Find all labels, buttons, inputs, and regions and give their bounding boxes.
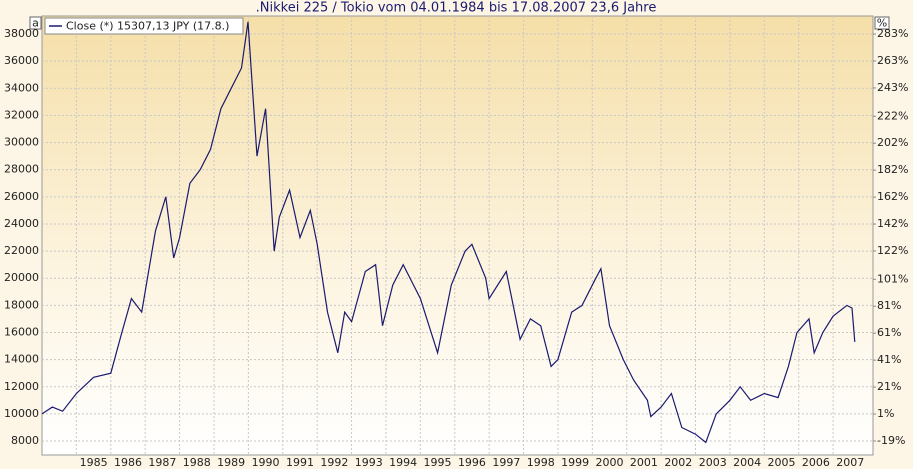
y-tick-label: 8000 bbox=[11, 434, 39, 447]
x-tick-label: 1988 bbox=[183, 456, 211, 469]
x-tick-label: 1996 bbox=[458, 456, 486, 469]
y-tick-label: 24000 bbox=[4, 217, 39, 230]
chart-title: .Nikkei 225 / Tokio vom 04.01.1984 bis 1… bbox=[256, 1, 657, 16]
x-tick-label: 1999 bbox=[561, 456, 589, 469]
y2-tick-label: 162% bbox=[877, 190, 908, 203]
y-tick-label: 12000 bbox=[4, 380, 39, 393]
y-tick-label: 34000 bbox=[4, 81, 39, 94]
y-tick-label: 14000 bbox=[4, 353, 39, 366]
y-tick-label: 10000 bbox=[4, 407, 39, 420]
y-tick-label: 16000 bbox=[4, 325, 39, 338]
y2-tick-label: 263% bbox=[877, 54, 908, 67]
y2-tick-label: 101% bbox=[877, 272, 908, 285]
x-tick-label: 2001 bbox=[630, 456, 658, 469]
x-tick-label: 2004 bbox=[733, 456, 761, 469]
x-tick-label: 1990 bbox=[252, 456, 280, 469]
y2-tick-label: 182% bbox=[877, 163, 908, 176]
x-tick-label: 1995 bbox=[424, 456, 452, 469]
y-tick-label: 22000 bbox=[4, 244, 39, 257]
y2-tick-label: 283% bbox=[877, 27, 908, 40]
plot-area bbox=[41, 15, 874, 456]
y-tick-label: 18000 bbox=[4, 298, 39, 311]
x-tick-label: 1987 bbox=[148, 456, 176, 469]
x-tick-label: 1992 bbox=[320, 456, 348, 469]
x-tick-label: 2000 bbox=[596, 456, 624, 469]
x-tick-label: 2006 bbox=[802, 456, 830, 469]
y-tick-label: 30000 bbox=[4, 136, 39, 149]
y-tick-label: 36000 bbox=[4, 54, 39, 67]
corner-box bbox=[874, 16, 890, 30]
y-tick-label: 32000 bbox=[4, 108, 39, 121]
legend bbox=[44, 17, 244, 35]
x-tick-label: 1986 bbox=[114, 456, 142, 469]
y2-tick-label: -19% bbox=[877, 434, 905, 447]
y2-tick-label: 243% bbox=[877, 81, 908, 94]
corner-box bbox=[29, 16, 42, 30]
y2-tick-label: 61% bbox=[877, 326, 901, 339]
y-tick-label: 26000 bbox=[4, 190, 39, 203]
x-tick-label: 1991 bbox=[286, 456, 314, 469]
x-tick-label: 2007 bbox=[836, 456, 864, 469]
x-tick-label: 1993 bbox=[355, 456, 383, 469]
x-tick-label: 1998 bbox=[527, 456, 555, 469]
x-tick-label: 1997 bbox=[492, 456, 520, 469]
x-tick-label: 1989 bbox=[217, 456, 245, 469]
y2-tick-label: 222% bbox=[877, 109, 908, 122]
y2-tick-label: 21% bbox=[877, 380, 901, 393]
corner-label: a bbox=[32, 17, 39, 30]
price-line bbox=[41, 21, 856, 444]
y2-tick-label: 81% bbox=[877, 299, 901, 312]
x-tick-label: 2002 bbox=[664, 456, 692, 469]
y-tick-label: 20000 bbox=[4, 271, 39, 284]
y2-tick-label: 202% bbox=[877, 136, 908, 149]
x-tick-label: 2003 bbox=[699, 456, 727, 469]
legend-label: Close (*) 15307,13 JPY (17.8.) bbox=[66, 20, 229, 33]
x-tick-label: 1985 bbox=[80, 456, 108, 469]
x-tick-label: 1994 bbox=[389, 456, 417, 469]
x-tick-label: 2005 bbox=[768, 456, 796, 469]
y2-tick-label: 122% bbox=[877, 244, 908, 257]
y2-tick-label: 142% bbox=[877, 217, 908, 230]
corner-label: % bbox=[877, 17, 887, 30]
y2-tick-label: 41% bbox=[877, 353, 901, 366]
y-tick-label: 38000 bbox=[4, 27, 39, 40]
y2-tick-label: 1% bbox=[877, 407, 894, 420]
y-tick-label: 28000 bbox=[4, 163, 39, 176]
